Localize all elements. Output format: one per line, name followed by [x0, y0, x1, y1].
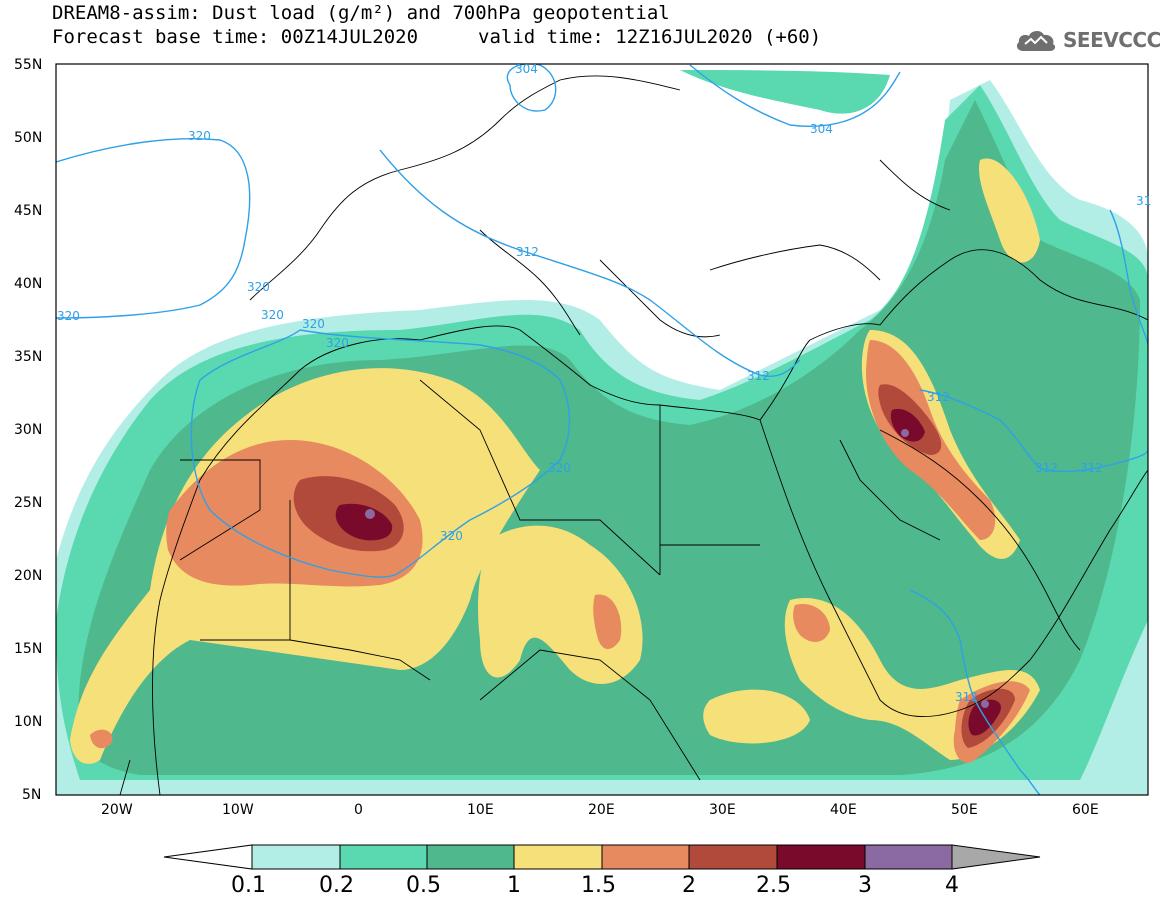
contour-label-group: 304 304 320 320 320 320 320 320 312 312 … [57, 62, 1151, 704]
colorbar-box-3 [864, 844, 953, 870]
dust-level-2.5 [335, 503, 393, 541]
colorbar-label: 1.5 [581, 873, 616, 898]
colorbar-min-triangle [163, 844, 253, 870]
dust-level-1-f [703, 689, 810, 744]
contour-312 [379, 149, 801, 377]
contour-label: 320 [57, 309, 80, 323]
colorbar-box-2 [688, 844, 778, 870]
contour-label: 31 [1136, 194, 1151, 208]
contour-31-ne [1109, 209, 1148, 346]
colorbar-label: 1 [507, 873, 521, 898]
lon-label: 10E [467, 802, 494, 818]
contour-label: 312 [955, 690, 978, 704]
colorbar-box-1 [513, 844, 603, 870]
dust-shading [56, 64, 1148, 795]
lat-label: 5N [22, 787, 41, 803]
contour-label: 312 [747, 369, 770, 383]
colorbar-box-0.1 [251, 844, 341, 870]
colorbar-box-2.5 [776, 844, 866, 870]
contour-320-main [190, 329, 571, 578]
lon-label: 30E [709, 802, 736, 818]
valid-time: valid time: 12Z16JUL2020 (+60) [478, 26, 822, 48]
colorbar-label: 0.2 [319, 873, 354, 898]
contour-label: 304 [810, 122, 833, 136]
colorbar-label: 2.5 [756, 873, 791, 898]
lon-label: 50E [951, 802, 978, 818]
logo-text: SEEVCCC [1063, 28, 1161, 52]
lon-label: 20E [588, 802, 615, 818]
contour-label: 312 [1035, 461, 1058, 475]
colorbar-box-0.5 [426, 844, 515, 870]
contour-label: 320 [247, 280, 270, 294]
contour-312-sa [959, 639, 1041, 795]
colorbar-label: 0.5 [406, 873, 441, 898]
geopotential-contours [56, 64, 1148, 795]
lat-label: 40N [14, 276, 42, 292]
dust-level-2.5-b [890, 408, 925, 442]
contour-312-lower [909, 589, 961, 641]
colorbar-box-0.2 [339, 844, 428, 870]
lat-label: 20N [14, 568, 42, 584]
dust-level-3-c [981, 700, 989, 708]
map-title: DREAM8-assim: Dust load (g/m²) and 700hP… [52, 2, 670, 24]
colorbar-label: 3 [858, 873, 872, 898]
lat-label: 35N [14, 349, 42, 365]
contour-304-loop [506, 64, 557, 112]
longitude-axis: 20W 10W 0 10E 20E 30E 40E 50E 60E [101, 802, 1099, 818]
forecast-base-time: Forecast base time: 00Z14JUL2020 [52, 26, 419, 48]
latitude-axis: 55N 50N 45N 40N 35N 30N 25N 20N 15N 10N … [14, 57, 42, 803]
lat-label: 55N [14, 57, 42, 73]
contour-label: 304 [515, 62, 538, 76]
colorbar: 0.1 0.2 0.5 1 1.5 2 2.5 3 4 [163, 844, 1041, 898]
colorbar-max-triangle [951, 844, 1041, 870]
contour-label: 320 [261, 308, 284, 322]
seevccc-logo: SEEVCCC [1015, 24, 1161, 56]
coastlines [119, 75, 1148, 795]
contour-304 [689, 64, 901, 127]
lat-label: 50N [14, 130, 42, 146]
lat-label: 15N [14, 641, 42, 657]
dust-level-0.2-blob [680, 70, 890, 114]
map-frame [55, 63, 1149, 796]
lon-label: 0 [354, 802, 363, 818]
contour-label: 320 [188, 129, 211, 143]
contour-label: 312 [516, 245, 539, 259]
colorbar-label: 4 [945, 873, 959, 898]
dust-level-3 [365, 509, 375, 519]
dust-level-1.5-f [593, 594, 622, 650]
lon-label: 20W [101, 802, 133, 818]
contour-label: 320 [326, 336, 349, 350]
dust-level-3-b [901, 429, 909, 437]
colorbar-label: 0.1 [231, 873, 266, 898]
contour-label: 312 [1080, 461, 1103, 475]
contour-320-north [56, 138, 251, 319]
lon-label: 40E [830, 802, 857, 818]
contour-label: 312 [927, 390, 950, 404]
lat-label: 10N [14, 714, 42, 730]
contour-label: 320 [302, 317, 325, 331]
lon-label: 60E [1072, 802, 1099, 818]
lat-label: 45N [14, 203, 42, 219]
colorbar-label: 2 [682, 873, 696, 898]
contour-312-east [919, 389, 1148, 473]
colorbar-box-1.5 [601, 844, 690, 870]
lon-label: 10W [222, 802, 254, 818]
contour-label: 320 [440, 529, 463, 543]
contour-label: 320 [548, 461, 571, 475]
lat-label: 25N [14, 495, 42, 511]
cloud-icon [1016, 30, 1056, 51]
dust-level-1.5-e [90, 729, 113, 749]
lat-label: 30N [14, 422, 42, 438]
dust-level-1.5-d [793, 604, 830, 642]
dust-level-1-e [979, 158, 1040, 263]
